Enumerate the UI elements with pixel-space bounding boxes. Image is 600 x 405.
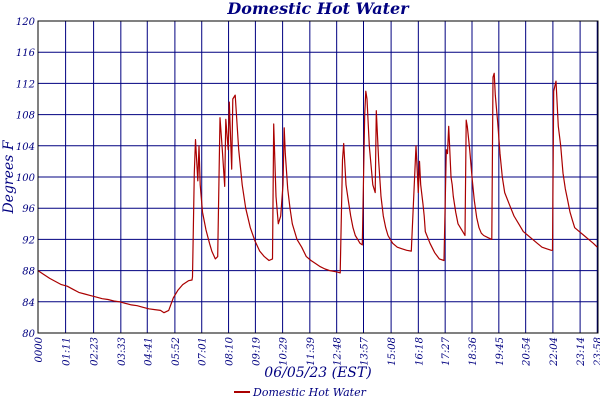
y-tick-label: 88: [22, 267, 35, 278]
x-tick-label: 0000: [34, 336, 45, 362]
series-line-0: [37, 72, 598, 314]
y-tick-label: 112: [16, 79, 35, 90]
y-tick-label: 92: [22, 235, 35, 246]
y-tick-label: 104: [16, 142, 35, 153]
legend: Domestic Hot Water: [234, 386, 367, 399]
x-tick-label: 08:10: [225, 336, 236, 365]
x-axis-label: 06/05/23 (EST): [264, 365, 371, 381]
y-tick-label: 108: [16, 111, 35, 122]
x-tick-label: 20:54: [522, 337, 533, 367]
x-tick-label: 17:27: [441, 336, 452, 365]
y-tick-label: 96: [22, 204, 35, 215]
y-tick-label: 116: [16, 48, 36, 59]
x-tick-label: 09:19: [251, 336, 262, 365]
x-tick-label: 13:57: [360, 336, 371, 365]
y-tick-label: 84: [22, 298, 35, 309]
x-tick-label: 22:04: [549, 337, 560, 367]
x-tick-label: 05:52: [171, 337, 182, 366]
y-axis-label: Degrees F: [1, 139, 17, 214]
y-axis-ticks: 80 84 88 92 96 100 104 108 112 116 120: [16, 17, 36, 340]
x-tick-label: 02:23: [90, 337, 101, 366]
x-tick-label: 11:39: [306, 336, 317, 365]
x-axis-ticks: 0000 01:11 02:23 03:33 04:41 05:52 07:01 08:10 0…: [34, 336, 600, 366]
y-tick-label: 100: [16, 173, 36, 184]
plot-frame: [37, 20, 599, 334]
x-tick-label: 15:08: [387, 337, 398, 366]
x-tick-label: 16:18: [414, 337, 425, 366]
x-tick-label: 01:11: [62, 337, 73, 366]
series-layer: [37, 72, 598, 314]
x-tick-label: 18:36: [468, 336, 479, 365]
x-tick-label: 23:58: [593, 337, 600, 367]
x-tick-label: 12:48: [333, 337, 344, 366]
x-tick-label: 04:41: [143, 337, 154, 366]
x-tick-label: 07:01: [198, 337, 209, 366]
x-tick-label: 23:14: [576, 337, 587, 367]
legend-label: Domestic Hot Water: [252, 386, 367, 399]
chart-title: Domestic Hot Water: [226, 0, 410, 18]
y-tick-label: 120: [16, 17, 36, 28]
x-tick-label: 19:45: [495, 337, 506, 366]
x-tick-label: 03:33: [117, 337, 128, 366]
y-tick-label: 80: [22, 329, 35, 340]
x-tick-label: 10:29: [279, 336, 290, 365]
